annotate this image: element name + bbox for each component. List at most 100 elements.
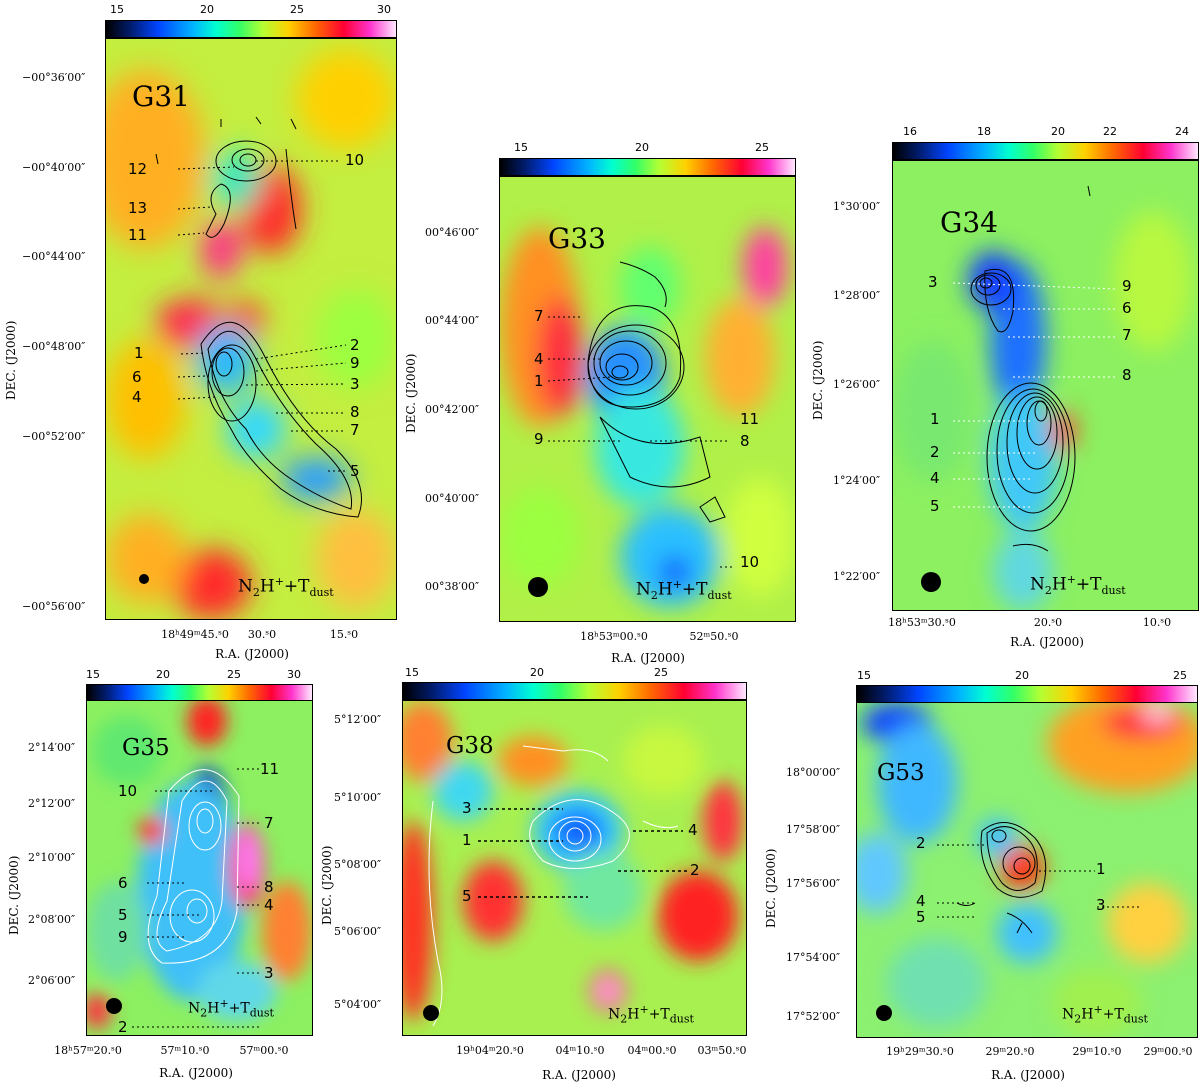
map-image bbox=[857, 703, 1197, 1037]
dec-tick: 2°14′00″ bbox=[28, 741, 76, 754]
core-label: 1 bbox=[930, 410, 940, 428]
core-label: 2 bbox=[350, 336, 360, 354]
core-label: 9 bbox=[534, 430, 544, 448]
map-legend: N2H++Tdust bbox=[238, 575, 334, 600]
ra-axis-label: R.A. (J2000) bbox=[611, 651, 685, 665]
dec-axis-label: DEC. (J2000) bbox=[811, 340, 825, 420]
ra-tick: 10.ˢ0 bbox=[1142, 616, 1172, 629]
core-label: 1 bbox=[534, 372, 544, 390]
colorbar-tick: 25 bbox=[227, 668, 241, 681]
core-label: 13 bbox=[128, 199, 148, 217]
dec-tick: 00°42′00″ bbox=[425, 403, 480, 416]
colorbar-tick: 20 bbox=[530, 666, 544, 679]
dec-axis-label: DEC. (J2000) bbox=[7, 855, 21, 935]
dec-tick: 17°54′00″ bbox=[786, 951, 841, 964]
core-label: 10 bbox=[740, 553, 760, 571]
core-label: 3 bbox=[1096, 896, 1106, 914]
source-name: G34 bbox=[940, 206, 998, 239]
map-legend: N2H++Tdust bbox=[1062, 1003, 1148, 1026]
core-label: 7 bbox=[264, 814, 274, 832]
temperature-map bbox=[892, 160, 1199, 611]
dec-tick: 5°08′00″ bbox=[334, 858, 382, 871]
core-label: 3 bbox=[350, 375, 360, 393]
temperature-map bbox=[499, 176, 796, 622]
core-label: 4 bbox=[132, 388, 142, 406]
dec-tick: 17°56′00″ bbox=[786, 877, 841, 890]
core-label: 11 bbox=[740, 410, 760, 428]
core-label: 10 bbox=[118, 782, 138, 800]
core-label: 1 bbox=[462, 831, 472, 849]
map-image bbox=[893, 161, 1198, 610]
dec-tick: −00°36′00″ bbox=[22, 71, 86, 84]
core-label: 8 bbox=[350, 403, 360, 421]
dec-tick: 2°08′00″ bbox=[28, 913, 76, 926]
core-label: 4 bbox=[930, 469, 940, 487]
colorbar-tick: 30 bbox=[287, 668, 301, 681]
colorbar-tick: 25 bbox=[755, 141, 769, 154]
core-label: 8 bbox=[1122, 366, 1132, 384]
core-label: 11 bbox=[128, 226, 148, 244]
dec-tick: 5°06′00″ bbox=[334, 925, 382, 938]
core-label: 8 bbox=[264, 878, 274, 896]
core-label: 5 bbox=[930, 497, 940, 515]
core-label: 6 bbox=[118, 874, 128, 892]
colorbar-tick: 25 bbox=[290, 3, 304, 16]
dec-tick: −00°52′00″ bbox=[22, 430, 86, 443]
source-name: G31 bbox=[132, 80, 190, 113]
core-label: 4 bbox=[688, 821, 698, 839]
ra-tick: 52ᵐ50.ˢ0 bbox=[689, 630, 739, 643]
core-label: 2 bbox=[930, 443, 940, 461]
core-label: 1 bbox=[134, 344, 144, 362]
ra-tick: 19ʰ04ᵐ20.ˢ0 bbox=[456, 1044, 524, 1057]
dec-tick: 17°52′00″ bbox=[786, 1010, 841, 1023]
colorbar bbox=[499, 158, 796, 176]
map-image bbox=[87, 701, 312, 1035]
dec-tick: −00°56′00″ bbox=[22, 600, 86, 613]
dec-tick: 2°12′00″ bbox=[28, 797, 76, 810]
ra-tick: 04ᵐ00.ˢ0 bbox=[627, 1044, 677, 1057]
ra-tick: 29ᵐ10.ˢ0 bbox=[1072, 1045, 1122, 1058]
colorbar-tick: 16 bbox=[903, 125, 917, 138]
core-label: 7 bbox=[350, 421, 360, 439]
core-label: 11 bbox=[260, 760, 280, 778]
dec-tick: 00°46′00″ bbox=[425, 226, 480, 239]
colorbar-tick: 15 bbox=[86, 668, 100, 681]
ra-tick: 57ᵐ00.ˢ0 bbox=[239, 1044, 289, 1057]
ra-tick: 03ᵐ50.ˢ0 bbox=[697, 1044, 747, 1057]
colorbar-tick: 25 bbox=[654, 666, 668, 679]
map-legend: N2H++Tdust bbox=[636, 578, 732, 603]
dec-tick: 00°38′00″ bbox=[425, 580, 480, 593]
dec-axis-label: DEC. (J2000) bbox=[320, 845, 334, 925]
map-image bbox=[500, 177, 795, 621]
colorbar bbox=[856, 685, 1198, 703]
temperature-map bbox=[856, 702, 1198, 1038]
source-name: G38 bbox=[446, 733, 494, 759]
dec-axis-label: DEC. (J2000) bbox=[404, 353, 418, 433]
ra-axis-label: R.A. (J2000) bbox=[542, 1068, 616, 1082]
core-label: 4 bbox=[264, 896, 274, 914]
core-label: 3 bbox=[462, 799, 472, 817]
colorbar-tick: 30 bbox=[377, 3, 391, 16]
dec-tick: 1°22′00″ bbox=[833, 570, 881, 583]
ra-tick: 15.ˢ0 bbox=[329, 628, 359, 641]
colorbar-tick: 20 bbox=[156, 668, 170, 681]
colorbar-tick: 25 bbox=[1173, 669, 1187, 682]
map-image bbox=[106, 39, 396, 619]
core-label: 7 bbox=[534, 307, 544, 325]
colorbar-tick: 15 bbox=[110, 3, 124, 16]
source-name: G53 bbox=[877, 760, 925, 786]
colorbar-tick: 15 bbox=[857, 669, 871, 682]
ra-tick: 30.ˢ0 bbox=[247, 628, 277, 641]
colorbar-tick: 22 bbox=[1103, 125, 1117, 138]
core-label: 5 bbox=[462, 887, 472, 905]
dec-tick: 1°24′00″ bbox=[833, 474, 881, 487]
core-label: 1 bbox=[1096, 860, 1106, 878]
core-label: 2 bbox=[118, 1018, 128, 1036]
core-label: 5 bbox=[118, 906, 128, 924]
dec-tick: 2°06′00″ bbox=[28, 974, 76, 987]
core-label: 9 bbox=[1122, 277, 1132, 295]
core-label: 6 bbox=[132, 368, 142, 386]
map-legend: N2H++Tdust bbox=[608, 1003, 694, 1026]
dec-tick: −00°44′00″ bbox=[22, 250, 86, 263]
map-legend: N2H++Tdust bbox=[1030, 573, 1126, 598]
